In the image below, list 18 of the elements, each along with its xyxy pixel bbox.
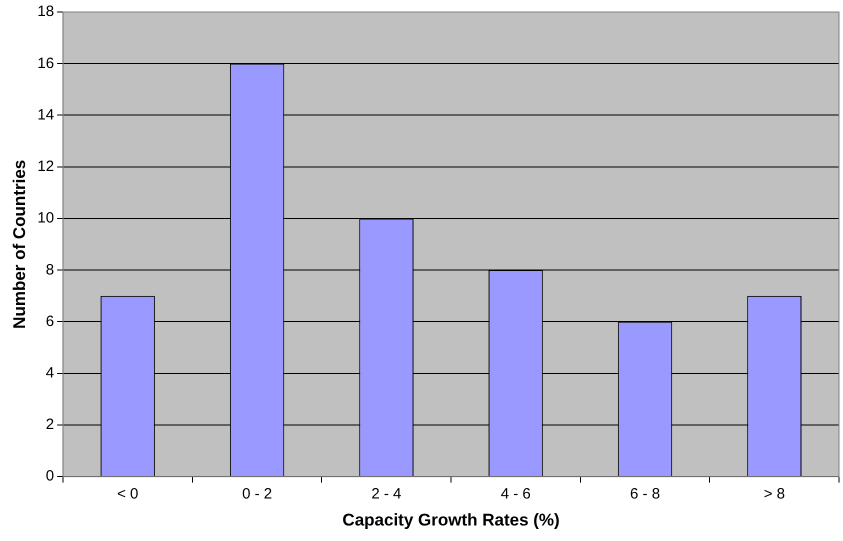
y-tick-label: 18 bbox=[37, 3, 54, 20]
y-tick-label: 0 bbox=[46, 468, 54, 485]
y-tick-label: 12 bbox=[37, 158, 54, 176]
y-axis-title: Number of Countries bbox=[10, 160, 29, 329]
y-tick-label: 16 bbox=[37, 54, 54, 72]
x-tick-label: 6 - 8 bbox=[630, 486, 660, 503]
y-tick-label: 8 bbox=[46, 261, 54, 278]
x-tick-label: < 0 bbox=[117, 486, 138, 503]
y-tick-label: 10 bbox=[37, 210, 54, 227]
y-tick-label: 2 bbox=[46, 416, 54, 434]
x-tick-label: 0 - 2 bbox=[242, 486, 272, 503]
y-tick-label: 6 bbox=[46, 312, 54, 330]
y-tick-label: 4 bbox=[46, 364, 54, 382]
y-tick-label: 14 bbox=[37, 106, 54, 124]
x-tick-label: 2 - 4 bbox=[371, 486, 402, 503]
x-tick-label: 4 - 6 bbox=[500, 486, 531, 503]
x-axis-title: Capacity Growth Rates (%) bbox=[342, 510, 560, 530]
x-tick-label: > 8 bbox=[764, 486, 785, 503]
